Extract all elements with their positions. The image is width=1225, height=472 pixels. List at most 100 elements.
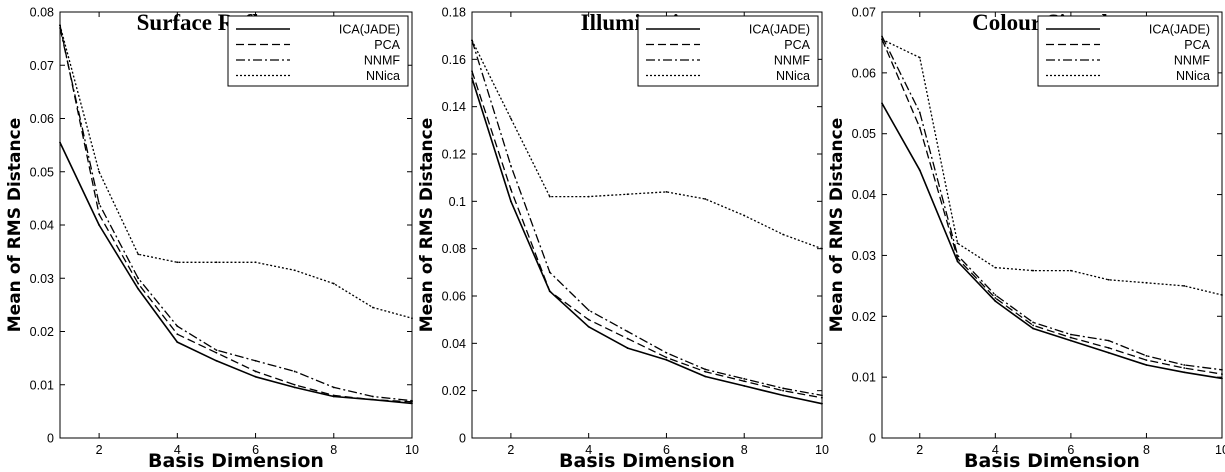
data-point bbox=[176, 325, 179, 328]
y-tick-label: 0.02 bbox=[30, 325, 54, 339]
data-point bbox=[956, 257, 959, 260]
y-tick-label: 0.1 bbox=[449, 195, 466, 209]
data-point bbox=[782, 394, 785, 397]
data-point bbox=[176, 261, 179, 264]
data-point bbox=[1183, 364, 1186, 366]
data-point bbox=[1221, 373, 1223, 375]
data-point bbox=[665, 190, 668, 193]
data-point bbox=[176, 341, 179, 344]
y-tick-label: 0.02 bbox=[852, 310, 876, 324]
y-tick-label: 0.04 bbox=[442, 337, 466, 351]
y-tick-label: 0.16 bbox=[442, 53, 466, 67]
data-point bbox=[1221, 368, 1223, 371]
data-point bbox=[1032, 324, 1035, 327]
data-point bbox=[1145, 281, 1148, 284]
chart-panel-surface-reflectance: Surface Reflectance00.010.020.030.040.05… bbox=[5, 6, 419, 472]
data-point bbox=[881, 102, 883, 105]
data-point bbox=[509, 164, 512, 167]
legend-label: NNica bbox=[776, 69, 810, 83]
legend-label: NNMF bbox=[1174, 54, 1210, 68]
data-point bbox=[704, 368, 707, 371]
data-point bbox=[371, 398, 374, 401]
series-line-nnmf bbox=[881, 36, 1223, 371]
x-tick-label: 2 bbox=[96, 443, 103, 457]
data-point bbox=[626, 347, 629, 349]
data-point bbox=[332, 282, 335, 285]
y-tick-label: 0 bbox=[459, 432, 466, 446]
legend-box bbox=[1037, 15, 1219, 87]
data-point bbox=[626, 330, 629, 333]
data-point bbox=[1069, 269, 1072, 272]
data-point bbox=[293, 370, 296, 373]
data-point bbox=[821, 394, 823, 397]
data-point bbox=[215, 359, 218, 362]
legend-label: PCA bbox=[784, 38, 810, 52]
data-point bbox=[59, 141, 61, 144]
y-tick-label: 0.04 bbox=[852, 188, 876, 202]
data-point bbox=[293, 386, 296, 389]
data-point bbox=[254, 261, 257, 264]
data-point bbox=[782, 233, 785, 236]
data-point bbox=[137, 277, 140, 280]
data-point bbox=[1221, 377, 1223, 380]
data-point bbox=[743, 214, 746, 217]
x-tick-label: 6 bbox=[1067, 443, 1074, 457]
data-point bbox=[411, 317, 413, 320]
data-point bbox=[994, 294, 997, 296]
data-point bbox=[1221, 294, 1223, 296]
data-point bbox=[254, 375, 257, 378]
data-point bbox=[411, 402, 413, 405]
data-point bbox=[98, 224, 101, 226]
x-axis-label: Basis Dimension bbox=[148, 450, 324, 472]
data-point bbox=[1183, 367, 1186, 369]
y-tick-label: 0.14 bbox=[442, 100, 466, 114]
legend-label: NNica bbox=[1176, 69, 1210, 83]
legend-box bbox=[227, 15, 409, 87]
data-point bbox=[1032, 269, 1035, 272]
data-point bbox=[881, 35, 883, 38]
data-point bbox=[956, 254, 959, 257]
data-point bbox=[548, 271, 551, 274]
data-point bbox=[587, 318, 590, 321]
data-point bbox=[881, 38, 883, 41]
x-tick-label: 2 bbox=[916, 443, 923, 457]
data-point bbox=[626, 193, 629, 196]
y-tick-label: 0.06 bbox=[852, 66, 876, 80]
legend-label: ICA(JADE) bbox=[1149, 23, 1210, 37]
data-point bbox=[587, 325, 590, 328]
data-point bbox=[1145, 354, 1148, 357]
y-tick-label: 0.12 bbox=[442, 148, 466, 162]
data-point bbox=[994, 300, 997, 302]
data-point bbox=[548, 195, 551, 198]
data-point bbox=[509, 188, 512, 191]
x-tick-label: 8 bbox=[1143, 443, 1150, 457]
series-line-ica-jade bbox=[59, 142, 413, 405]
series-line-nnmf bbox=[471, 40, 823, 397]
y-tick-label: 0.04 bbox=[30, 219, 54, 233]
data-point bbox=[98, 170, 101, 173]
chart-panel-illumination: Illumination00.020.040.060.080.10.120.14… bbox=[417, 6, 829, 472]
y-tick-label: 0.03 bbox=[852, 249, 876, 263]
x-tick-label: 10 bbox=[405, 443, 419, 457]
data-point bbox=[98, 202, 101, 205]
y-tick-label: 0.08 bbox=[30, 6, 54, 20]
legend-label: ICA(JADE) bbox=[749, 23, 810, 37]
y-axis-label: Mean of RMS Distance bbox=[827, 118, 847, 332]
x-axis-label: Basis Dimension bbox=[559, 450, 735, 472]
data-point bbox=[704, 198, 707, 200]
data-point bbox=[137, 288, 140, 290]
data-point bbox=[1032, 321, 1035, 324]
data-point bbox=[704, 375, 707, 378]
data-point bbox=[509, 200, 512, 203]
chart-panel-colour-signal: Colour Signal00.010.020.030.040.050.060.… bbox=[827, 6, 1225, 472]
data-point bbox=[626, 337, 629, 340]
y-tick-label: 0.07 bbox=[852, 6, 876, 20]
data-point bbox=[254, 370, 257, 373]
data-point bbox=[411, 399, 413, 402]
data-point bbox=[1032, 327, 1035, 330]
x-tick-label: 6 bbox=[663, 443, 670, 457]
legend-label: ICA(JADE) bbox=[339, 23, 400, 37]
data-point bbox=[1107, 278, 1110, 281]
data-point bbox=[254, 359, 257, 362]
